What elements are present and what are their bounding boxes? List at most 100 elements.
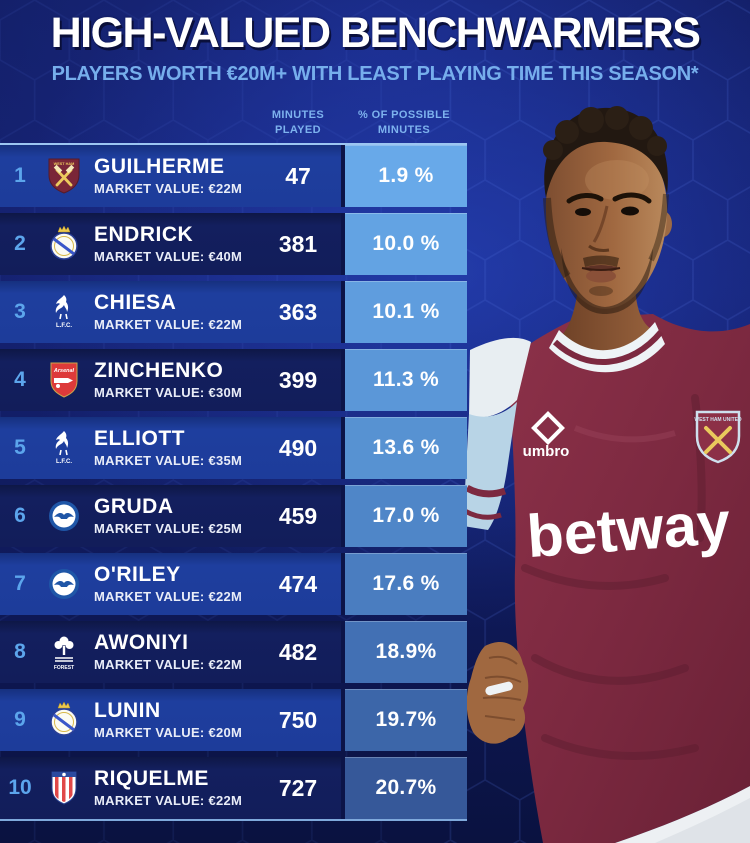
west-ham-crest-icon: WEST HAM UNITED [694, 410, 742, 464]
player-info: AWONIYI MARKET VALUE: €22M [88, 621, 255, 683]
shoulder-panel [469, 337, 531, 418]
column-headers: MINUTES PLAYED % OF POSSIBLE MINUTES [0, 108, 467, 142]
player-name: ELLIOTT [94, 426, 185, 450]
brighton-badge-icon [40, 485, 88, 547]
minutes-played-value: 490 [278, 434, 318, 461]
jersey-brand-text: umbro [523, 443, 570, 460]
benchwarmers-table: 1 WEST HAM GUILHERME MARKET VALUE: €22M … [0, 143, 467, 821]
minutes-played-column-header: MINUTES PLAYED [255, 108, 341, 138]
rank-label: 6 [14, 504, 26, 527]
player-info: GUILHERME MARKET VALUE: €22M [88, 145, 255, 207]
player-name: ZINCHENKO [94, 358, 224, 382]
west-ham-badge-icon: WEST HAM [40, 145, 88, 207]
player-info: O'RILEY MARKET VALUE: €22M [88, 553, 255, 615]
pct-minutes-column-header: % OF POSSIBLE MINUTES [341, 108, 467, 138]
rank-label: 7 [14, 572, 26, 595]
atletico-madrid-badge-icon [40, 757, 88, 819]
pct-minutes-value: 17.6 % [341, 553, 467, 615]
badge-text: FOREST [54, 665, 74, 671]
minutes-header-line1: MINUTES [271, 109, 325, 121]
market-value-label: MARKET VALUE: €30M [94, 385, 243, 401]
pct-minutes-value: 11.3 % [341, 349, 467, 411]
table-row: 5 L.F.C. ELLIOTT MARKET VALUE: €35M 490 … [0, 417, 467, 479]
minutes-played-value: 750 [278, 706, 318, 733]
rank-label: 1 [14, 164, 26, 187]
liverpool-badge-icon: L.F.C. [40, 281, 88, 343]
market-value-label: MARKET VALUE: €35M [94, 453, 243, 469]
pct-minutes-value: 10.0 % [341, 213, 467, 275]
minutes-played-value: 363 [278, 298, 318, 325]
table-row: 2 ENDRICK MARKET VALUE: €40M 381 10.0 % [0, 213, 467, 275]
market-value-label: MARKET VALUE: €22M [94, 589, 243, 605]
pct-header-line1: % OF POSSIBLE [358, 109, 450, 121]
player-name: CHIESA [94, 290, 177, 314]
curly-hair [543, 106, 667, 160]
table-row: 1 WEST HAM GUILHERME MARKET VALUE: €22M … [0, 145, 467, 207]
pct-minutes-value: 19.7% [341, 689, 467, 751]
player-name: AWONIYI [94, 630, 189, 654]
jersey [507, 314, 750, 843]
pct-minutes-value: 1.9 % [341, 145, 467, 207]
badge-text: L.F.C. [56, 323, 72, 329]
table-row: 6 GRUDA MARKET VALUE: €25M 459 17.0 % [0, 485, 467, 547]
minutes-played-value: 474 [278, 570, 318, 597]
rank-label: 9 [14, 708, 26, 731]
player-hand [466, 642, 529, 744]
collar [549, 322, 665, 373]
sleeve [463, 402, 517, 530]
player-head [543, 106, 672, 314]
minutes-played-value: 482 [278, 638, 318, 665]
player-info: ELLIOTT MARKET VALUE: €35M [88, 417, 255, 479]
market-value-label: MARKET VALUE: €20M [94, 725, 243, 741]
pct-minutes-value: 17.0 % [341, 485, 467, 547]
rank-label: 2 [14, 232, 26, 255]
nottingham-forest-badge-icon: FOREST [40, 621, 88, 683]
page-title: HIGH-VALUED BENCHWARMERS [50, 9, 701, 57]
player-name: GUILHERME [94, 154, 225, 178]
minutes-played-value: 459 [278, 502, 318, 529]
player-name: O'RILEY [94, 562, 181, 586]
minutes-played-value: 381 [278, 230, 318, 257]
rank-label: 3 [14, 300, 26, 323]
player-name: ENDRICK [94, 222, 194, 246]
rank-label: 10 [8, 776, 32, 799]
minutes-played-value: 47 [285, 162, 311, 189]
player-info: CHIESA MARKET VALUE: €22M [88, 281, 255, 343]
rank-label: 5 [14, 436, 26, 459]
real-madrid-badge-icon [40, 213, 88, 275]
minutes-played-value: 399 [278, 366, 318, 393]
real-madrid-badge-icon [40, 689, 88, 751]
market-value-label: MARKET VALUE: €22M [94, 793, 243, 809]
badge-text: L.F.C. [56, 459, 72, 465]
crest-text: WEST HAM UNITED [694, 417, 742, 423]
market-value-label: MARKET VALUE: €22M [94, 317, 243, 333]
table-row: 8 FOREST AWONIYI MARKET VALUE: €22M 482 … [0, 621, 467, 683]
arsenal-badge-icon: Arsenal [40, 349, 88, 411]
player-photo: umbro WEST HAM UNITED betway [463, 106, 750, 843]
market-value-label: MARKET VALUE: €22M [94, 657, 243, 673]
shorts [615, 786, 750, 843]
page-subtitle: PLAYERS WORTH €20M+ WITH LEAST PLAYING T… [51, 63, 699, 85]
player-name: RIQUELME [94, 766, 209, 790]
table-row: 7 O'RILEY MARKET VALUE: €22M 474 17.6 % [0, 553, 467, 615]
minutes-played-value: 727 [278, 774, 318, 801]
badge-text: Arsenal [53, 368, 75, 374]
pct-minutes-value: 10.1 % [341, 281, 467, 343]
player-name: GRUDA [94, 494, 174, 518]
table-row: 9 LUNIN MARKET VALUE: €20M 750 19.7% [0, 689, 467, 751]
table-row: 4 Arsenal ZINCHENKO MARKET VALUE: €30M 3… [0, 349, 467, 411]
jersey-sponsor-text: betway [525, 489, 733, 570]
minutes-header-line2: PLAYED [274, 123, 321, 136]
umbro-logo-icon: umbro [523, 411, 570, 460]
market-value-label: MARKET VALUE: €40M [94, 249, 243, 265]
player-info: RIQUELME MARKET VALUE: €22M [88, 757, 255, 819]
player-info: LUNIN MARKET VALUE: €20M [88, 689, 255, 751]
market-value-label: MARKET VALUE: €25M [94, 521, 243, 537]
player-info: ZINCHENKO MARKET VALUE: €30M [88, 349, 255, 411]
liverpool-badge-icon: L.F.C. [40, 417, 88, 479]
player-name: LUNIN [94, 698, 161, 722]
market-value-label: MARKET VALUE: €22M [94, 181, 243, 197]
pct-minutes-value: 20.7% [341, 757, 467, 819]
player-info: GRUDA MARKET VALUE: €25M [88, 485, 255, 547]
